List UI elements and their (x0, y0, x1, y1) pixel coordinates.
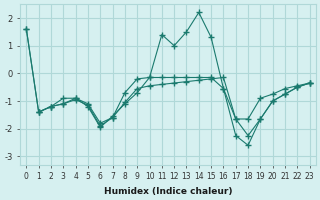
X-axis label: Humidex (Indice chaleur): Humidex (Indice chaleur) (104, 187, 232, 196)
